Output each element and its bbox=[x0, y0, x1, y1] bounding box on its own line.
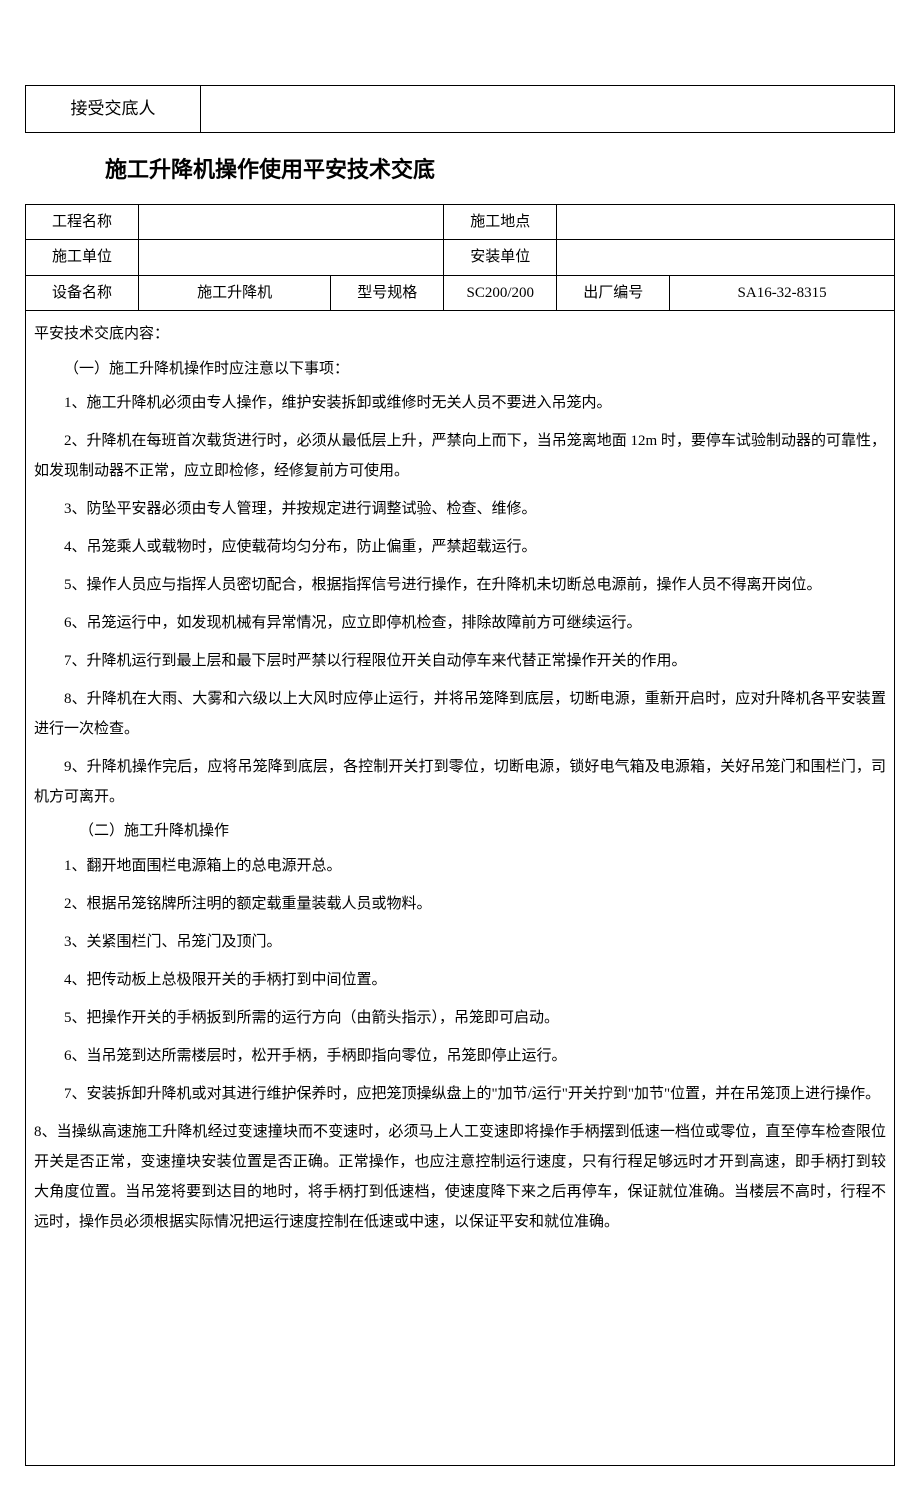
construction-unit-value bbox=[138, 240, 443, 276]
table-row: 设备名称 施工升降机 型号规格 SC200/200 出厂编号 SA16-32-8… bbox=[26, 275, 895, 311]
equipment-name-value: 施工升降机 bbox=[138, 275, 330, 311]
equipment-name-label: 设备名称 bbox=[26, 275, 139, 311]
table-row: 工程名称 施工地点 bbox=[26, 204, 895, 240]
section2-heading: （二）施工升降机操作 bbox=[34, 820, 886, 843]
list-item: 1、施工升降机必须由专人操作，维护安装拆卸或维修时无关人员不要进入吊笼内。 bbox=[34, 388, 886, 418]
list-item: 7、安装拆卸升降机或对其进行维护保养时，应把笼顶操纵盘上的"加节/运行"开关拧到… bbox=[34, 1079, 886, 1109]
list-item: 7、升降机运行到最上层和最下层时严禁以行程限位开关自动停车来代替正常操作开关的作… bbox=[34, 646, 886, 676]
project-name-value bbox=[138, 204, 443, 240]
list-item: 5、操作人员应与指挥人员密切配合，根据指挥信号进行操作，在升降机未切断总电源前，… bbox=[34, 570, 886, 600]
list-item: 3、防坠平安器必须由专人管理，并按规定进行调整试验、检查、维修。 bbox=[34, 494, 886, 524]
recipient-table: 接受交底人 bbox=[25, 85, 895, 133]
list-item: 8、升降机在大雨、大雾和六级以上大风时应停止运行，并将吊笼降到底层，切断电源，重… bbox=[34, 684, 886, 744]
list-item: 1、翻开地面围栏电源箱上的总电源开总。 bbox=[34, 851, 886, 881]
list-item: 2、升降机在每班首次载货进行时，必须从最低层上升，严禁向上而下，当吊笼离地面 1… bbox=[34, 426, 886, 486]
list-item: 6、吊笼运行中，如发现机械有异常情况，应立即停机检查，排除故障前方可继续运行。 bbox=[34, 608, 886, 638]
location-label: 施工地点 bbox=[444, 204, 557, 240]
list-item: 4、吊笼乘人或载物时，应使载荷均匀分布，防止偏重，严禁超载运行。 bbox=[34, 532, 886, 562]
model-label: 型号规格 bbox=[331, 275, 444, 311]
model-value: SC200/200 bbox=[444, 275, 557, 311]
serial-value: SA16-32-8315 bbox=[670, 275, 895, 311]
section1-heading: （一）施工升降机操作时应注意以下事项： bbox=[34, 358, 886, 381]
content-box: 平安技术交底内容： （一）施工升降机操作时应注意以下事项： 1、施工升降机必须由… bbox=[25, 311, 895, 1466]
recipient-label: 接受交底人 bbox=[26, 86, 201, 133]
recipient-value bbox=[201, 86, 895, 133]
install-unit-value bbox=[557, 240, 895, 276]
list-item: 6、当吊笼到达所需楼层时，松开手柄，手柄即指向零位，吊笼即停止运行。 bbox=[34, 1041, 886, 1071]
list-item: 9、升降机操作完后，应将吊笼降到底层，各控制开关打到零位，切断电源，锁好电气箱及… bbox=[34, 752, 886, 812]
list-item: 4、把传动板上总极限开关的手柄打到中间位置。 bbox=[34, 965, 886, 995]
list-item: 3、关紧围栏门、吊笼门及顶门。 bbox=[34, 927, 886, 957]
page-title: 施工升降机操作使用平安技术交底 bbox=[105, 153, 895, 186]
location-value bbox=[557, 204, 895, 240]
table-row: 施工单位 安装单位 bbox=[26, 240, 895, 276]
content-header: 平安技术交底内容： bbox=[34, 323, 886, 346]
list-item: 2、根据吊笼铭牌所注明的额定载重量装载人员或物料。 bbox=[34, 889, 886, 919]
install-unit-label: 安装单位 bbox=[444, 240, 557, 276]
project-name-label: 工程名称 bbox=[26, 204, 139, 240]
serial-label: 出厂编号 bbox=[557, 275, 670, 311]
construction-unit-label: 施工单位 bbox=[26, 240, 139, 276]
info-table: 工程名称 施工地点 施工单位 安装单位 设备名称 施工升降机 型号规格 SC20… bbox=[25, 204, 895, 312]
list-item: 8、当操纵高速施工升降机经过变速撞块而不变速时，必须马上人工变速即将操作手柄摆到… bbox=[34, 1117, 886, 1237]
list-item: 5、把操作开关的手柄扳到所需的运行方向（由箭头指示），吊笼即可启动。 bbox=[34, 1003, 886, 1033]
